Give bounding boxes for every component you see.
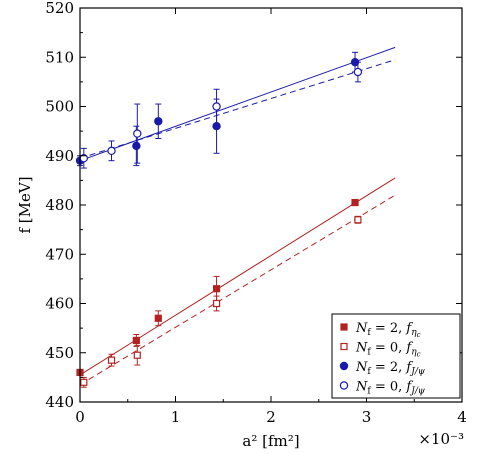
legend-text-part: f <box>405 360 413 375</box>
legend-text-part: J/ψ <box>409 387 426 397</box>
legend-text-part: = 0, <box>371 380 407 395</box>
data-point-s2-p2 <box>154 117 163 126</box>
data-point-s3-p3 <box>212 102 221 111</box>
error-bars <box>77 51 361 388</box>
legend-text-part: f <box>367 328 371 338</box>
legend-marker-2 <box>339 361 349 371</box>
x-tick-label: 4 <box>457 408 467 426</box>
data-point-s2-p3 <box>212 121 221 131</box>
legend-marker-1 <box>340 342 348 351</box>
x-axis-title: a² [fm²] <box>242 432 299 450</box>
data-point-s2-p1 <box>132 141 141 151</box>
x-tick-label: 2 <box>266 408 276 426</box>
data-markers <box>75 57 363 386</box>
data-point-s3-p1 <box>107 146 116 156</box>
legend-text-part: f <box>367 387 371 397</box>
data-point-s1-p1 <box>107 356 116 364</box>
data-point-s1-p3 <box>212 299 221 308</box>
y-tick-label: 450 <box>45 344 74 362</box>
data-point-s1-p2 <box>133 351 141 359</box>
fit-lines <box>79 46 396 386</box>
y-axis-title: f [MeV] <box>16 176 34 233</box>
data-point-s1-p0 <box>80 378 88 386</box>
legend-text-part: c <box>417 331 421 339</box>
legend-label-1: Nf = 0, fηc <box>355 341 421 359</box>
y-tick-label: 440 <box>45 393 74 411</box>
legend-label-0: Nf = 2, fηc <box>355 321 421 339</box>
legend-text-part: η <box>411 348 417 358</box>
legend-text-part: f <box>367 348 371 358</box>
legend-marker-0 <box>340 323 348 331</box>
axis-titles: a² [fm²] f [MeV] <box>16 176 300 450</box>
legend-marker-3 <box>339 381 349 390</box>
y-tick-label: 500 <box>45 98 74 116</box>
legend-text-part: = 2, <box>371 321 407 336</box>
legend-text-part: f <box>405 380 413 395</box>
legend-label-2: Nf = 2, fJ/ψ <box>355 360 426 377</box>
data-point-s3-p4 <box>353 67 363 77</box>
legend-text-part: N <box>355 360 368 375</box>
fit-line-series-0 <box>79 177 396 376</box>
fit-line-series-3 <box>79 59 396 159</box>
y-tick-label: 480 <box>45 196 74 214</box>
legend-text-part: N <box>355 380 368 395</box>
y-tick-label: 490 <box>45 147 74 165</box>
legend-text-part: = 0, <box>371 341 407 356</box>
legend-text-part: J/ψ <box>409 367 426 377</box>
x-tick-label: 0 <box>75 408 85 426</box>
legend-box <box>331 313 461 399</box>
legend-text-part: = 2, <box>371 360 407 375</box>
axis-ticks <box>79 7 463 403</box>
legend-text-part: N <box>355 341 368 356</box>
x-tick-label: 1 <box>171 408 181 426</box>
y-tick-label: 520 <box>45 0 74 17</box>
fit-line-series-2 <box>79 46 396 162</box>
legend-text-part: f <box>405 321 413 336</box>
data-point-s1-p4 <box>354 216 362 224</box>
legend-text-part: f <box>367 367 371 377</box>
data-point-s0-p2 <box>154 314 162 322</box>
fit-line-series-1 <box>79 194 396 386</box>
data-point-s0-p3 <box>212 285 221 293</box>
data-point-s0-p4 <box>351 198 359 207</box>
legend-text-part: f <box>405 341 413 356</box>
data-point-s0-p1 <box>132 336 140 345</box>
y-tick-label: 470 <box>45 245 74 263</box>
legend-text-part: c <box>417 351 421 359</box>
data-point-s2-p4 <box>350 57 360 67</box>
legend-label-3: Nf = 0, fJ/ψ <box>355 380 426 397</box>
legend-text-part: N <box>355 321 368 336</box>
tick-labels: 0 1 2 3 4 440 450 460 470 480 490 500 510 520 ×10⁻³ <box>45 0 466 448</box>
legend-text-part: η <box>411 328 417 338</box>
x-multiplier: ×10⁻³ <box>418 430 464 448</box>
y-tick-label: 460 <box>45 295 74 313</box>
data-point-s3-p2 <box>133 129 142 138</box>
y-tick-label: 510 <box>45 48 74 66</box>
x-tick-label: 3 <box>362 408 372 426</box>
